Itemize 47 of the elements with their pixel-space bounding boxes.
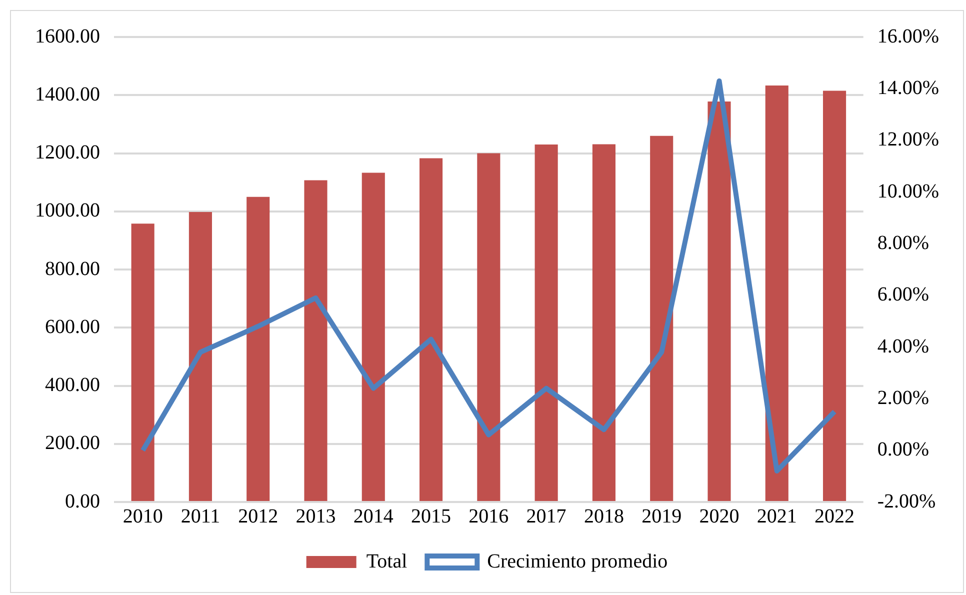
y-tick-label: 1400.00 [35, 83, 100, 106]
y-tick-label: 1200.00 [35, 142, 100, 164]
y2-tick-label: 16.00% [877, 25, 940, 48]
x-tick-label: 2018 [584, 505, 624, 528]
bar [708, 102, 731, 501]
x-tick-label: 2020 [699, 505, 740, 528]
y-tick-label: 1600.00 [35, 25, 100, 48]
bar [477, 153, 500, 501]
y2-tick-label: -2.00% [877, 490, 936, 512]
y2-tick-label: 6.00% [877, 284, 930, 306]
bar [246, 196, 270, 501]
y2-tick-label: 8.00% [877, 232, 930, 254]
y2-tick-label: 4.00% [877, 335, 930, 358]
x-tick-label: 2013 [296, 505, 336, 528]
bar [650, 136, 674, 501]
x-tick-label: 2012 [238, 505, 278, 528]
x-tick-label: 2014 [353, 505, 394, 528]
bar [131, 224, 154, 501]
y-tick-label: 800.00 [45, 258, 100, 280]
y-tick-label: 400.00 [45, 374, 100, 396]
x-tick-label: 2011 [180, 505, 220, 528]
bar [362, 172, 385, 501]
x-tick-label: 2016 [468, 505, 509, 528]
bar [420, 158, 443, 501]
bar [822, 90, 846, 501]
bar [765, 86, 788, 501]
y-tick-label: 200.00 [45, 432, 100, 454]
y2-tick-label: 2.00% [877, 386, 930, 409]
y-tick-label: 600.00 [45, 316, 100, 338]
x-tick-label: 2010 [122, 505, 163, 528]
bar [592, 144, 616, 501]
x-tick-label: 2022 [814, 505, 855, 528]
y-tick-label: 1000.00 [35, 200, 100, 222]
y-tick-label: 0.00 [65, 490, 100, 512]
legend-label: Crecimiento promedio [487, 550, 668, 572]
y2-tick-label: 0.00% [877, 438, 930, 461]
x-tick-label: 2021 [756, 505, 797, 528]
x-tick-label: 2019 [642, 505, 682, 528]
y2-tick-label: 10.00% [877, 180, 940, 202]
legend-label: Total [366, 550, 408, 572]
x-tick-label: 2015 [411, 505, 452, 528]
y2-tick-label: 12.00% [877, 128, 940, 151]
x-tick-label: 2017 [526, 505, 566, 528]
bar [534, 144, 558, 501]
bar [188, 212, 212, 501]
y2-tick-label: 14.00% [877, 76, 940, 99]
bar [304, 180, 328, 501]
